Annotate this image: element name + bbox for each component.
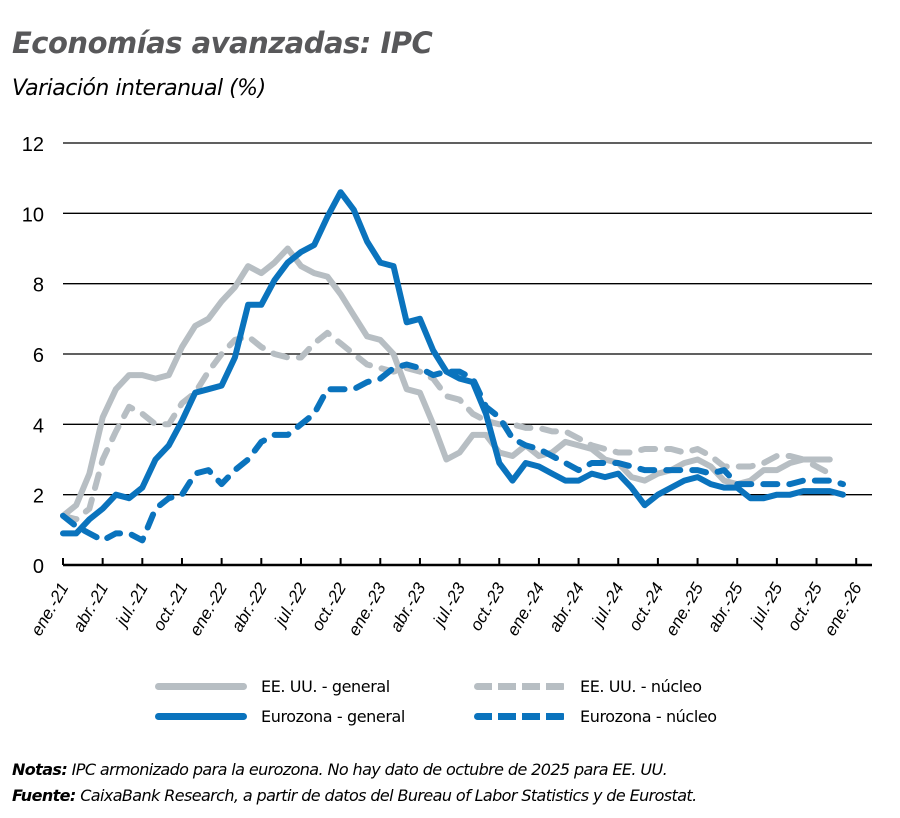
x-tick-label: abr.-24 xyxy=(545,580,588,636)
legend-swatch-dashed-icon xyxy=(474,713,566,720)
y-tick-label: 12 xyxy=(22,134,44,156)
x-tick-label: jul.-24 xyxy=(587,580,628,631)
y-tick-label: 10 xyxy=(22,204,44,226)
x-tick-label: jul.-21 xyxy=(111,580,152,631)
x-tick-label: oct.-25 xyxy=(784,579,827,634)
x-tick-label: jul.-25 xyxy=(746,579,787,631)
source-text: CaixaBank Research, a partir de datos de… xyxy=(80,786,697,805)
x-tick-label: jul.-23 xyxy=(428,579,469,631)
chart-subtitle: Variación interanual (%) xyxy=(12,76,266,101)
x-tick-label: ene.-23 xyxy=(344,579,390,639)
series-line-eurozona-n-cleo xyxy=(60,361,846,544)
legend-label: Eurozona - general xyxy=(261,707,405,726)
legend-item-ez-core: Eurozona - núcleo xyxy=(474,707,717,726)
x-tick-label: abr.-25 xyxy=(704,579,747,635)
y-tick-label: 8 xyxy=(33,275,44,297)
x-tick-label: ene.-22 xyxy=(186,579,232,639)
x-tick-label: oct.-21 xyxy=(149,580,191,635)
x-tick-label: ene.-25 xyxy=(662,579,708,639)
legend-item-ez-general: Eurozona - general xyxy=(155,707,405,726)
notes-text: IPC armonizado para la eurozona. No hay … xyxy=(71,760,668,779)
legend-item-us-general: EE. UU. - general xyxy=(155,677,390,696)
x-tick-label: ene.-24 xyxy=(503,580,548,639)
legend-swatch-dashed-icon xyxy=(474,683,566,690)
x-tick-label: oct.-24 xyxy=(625,580,667,635)
legend-item-us-core: EE. UU. - núcleo xyxy=(474,677,702,696)
y-tick-label: 4 xyxy=(33,415,44,437)
x-tick-label: abr.-21 xyxy=(69,580,112,636)
legend-label: Eurozona - núcleo xyxy=(580,707,717,726)
x-tick-label: ene.-26 xyxy=(820,579,866,639)
x-tick-label: abr.-22 xyxy=(228,579,271,635)
source-line: Fuente: CaixaBank Research, a partir de … xyxy=(12,786,697,805)
x-tick-label: ene.-21 xyxy=(27,580,72,639)
x-tick-label: oct.-22 xyxy=(308,579,351,634)
notes-label: Notas: xyxy=(12,760,68,779)
x-tick-label: oct.-23 xyxy=(466,579,509,634)
legend-label: EE. UU. - núcleo xyxy=(580,677,702,696)
legend-swatch-solid-icon xyxy=(155,683,247,690)
y-tick-label: 6 xyxy=(33,345,44,367)
notes-line: Notas: IPC armonizado para la eurozona. … xyxy=(12,760,668,779)
y-tick-label: 0 xyxy=(33,556,44,578)
series-line-ee-uu-n-cleo xyxy=(60,329,833,523)
source-label: Fuente: xyxy=(12,786,76,805)
x-tick-label: abr.-23 xyxy=(386,579,429,635)
chart-title: Economías avanzadas: IPC xyxy=(12,26,433,60)
y-tick-label: 2 xyxy=(33,486,44,508)
series-line-ee-uu-general xyxy=(60,245,833,519)
x-tick-label: jul.-22 xyxy=(270,579,311,631)
legend-swatch-solid-icon xyxy=(155,713,247,720)
series-line-eurozona-general xyxy=(60,189,846,537)
legend-label: EE. UU. - general xyxy=(261,677,390,696)
